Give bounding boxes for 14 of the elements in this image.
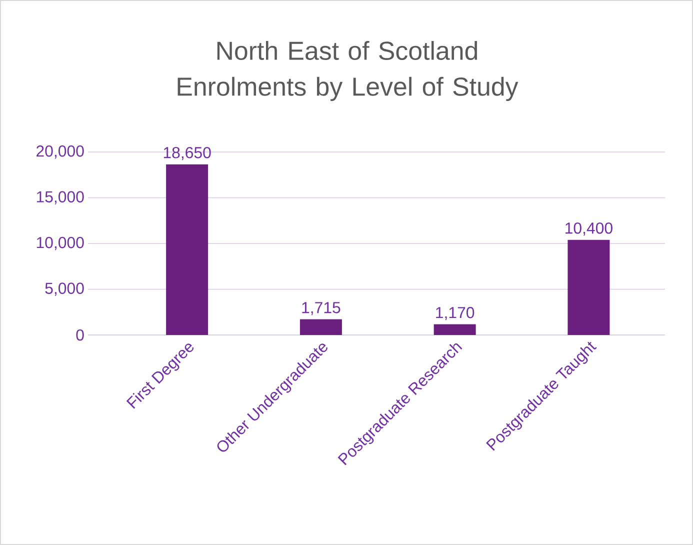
y-tick-label: 0 <box>76 329 84 341</box>
data-label: 1,715 <box>302 302 340 316</box>
data-label: 18,650 <box>164 146 211 160</box>
data-label: 10,400 <box>566 222 612 236</box>
bar <box>166 164 208 335</box>
chart-title: North East of Scotland Enrolments by Level of Study <box>178 40 518 101</box>
bar <box>568 240 610 335</box>
y-tick-label: 15,000 <box>36 191 84 204</box>
y-tick-label: 20,000 <box>36 145 84 159</box>
y-tick-label: 5,000 <box>45 282 84 296</box>
data-label: 1,170 <box>436 306 474 320</box>
y-tick-label: 10,000 <box>36 236 84 250</box>
bar <box>300 319 342 335</box>
bar <box>434 324 476 335</box>
